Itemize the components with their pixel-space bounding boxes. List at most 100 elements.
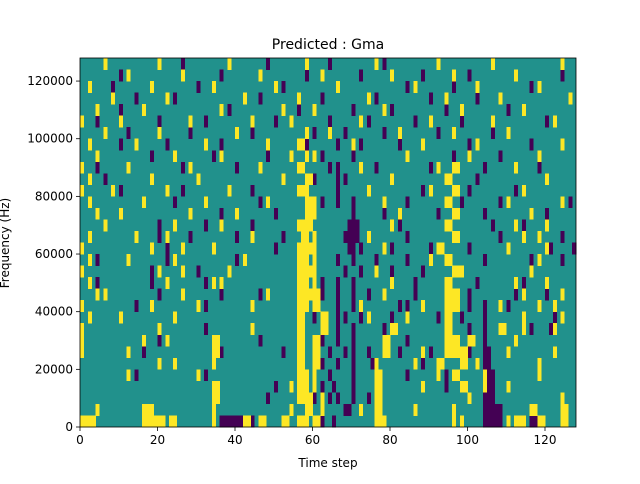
heatmap-cell-low <box>149 150 154 163</box>
heatmap-cell-low <box>483 300 488 312</box>
heatmap-cell-low <box>328 115 333 128</box>
heatmap-cell-high <box>397 127 402 140</box>
heatmap-cell-low <box>382 207 387 220</box>
heatmap-cell-low <box>134 369 139 382</box>
heatmap-cell-low <box>227 104 232 116</box>
heatmap-cell-high <box>428 184 433 197</box>
heatmap-cell-high <box>196 173 201 186</box>
heatmap-cell-low <box>273 380 278 393</box>
heatmap-cell-high <box>467 392 472 405</box>
heatmap-cell-low <box>548 323 554 336</box>
heatmap-cell-high <box>413 81 418 93</box>
heatmap-cell-high <box>560 403 565 416</box>
heatmap-cell-high <box>173 150 178 163</box>
heatmap-cell-high <box>118 115 123 128</box>
y-tick-label: 0 <box>65 420 73 434</box>
heatmap-cell-high <box>382 104 387 116</box>
heatmap-cell-low <box>281 346 286 359</box>
heatmap-cell-high <box>545 173 550 186</box>
heatmap-cell-high <box>386 346 391 359</box>
heatmap-cell-high <box>246 415 251 428</box>
heatmap-cell-high <box>304 392 309 405</box>
heatmap-cell-high <box>374 392 379 405</box>
heatmap-cell-high <box>103 288 108 301</box>
heatmap-cell-high <box>300 277 306 289</box>
heatmap-cell-low <box>320 92 325 105</box>
heatmap-cell-low <box>335 323 340 336</box>
chart-title: Predicted : Gma <box>272 37 384 53</box>
heatmap-cell-high <box>459 357 464 370</box>
heatmap-cell-high <box>448 346 453 359</box>
heatmap-cell-low <box>343 311 348 324</box>
heatmap-cell-high <box>250 115 255 128</box>
heatmap-cell-low <box>498 415 503 428</box>
heatmap-cell-high <box>308 207 313 220</box>
heatmap-cell-low <box>359 311 364 324</box>
heatmap-cell-low <box>486 392 492 405</box>
heatmap-cell-low <box>552 311 557 324</box>
heatmap-cell-high <box>475 357 480 370</box>
heatmap-cell-high <box>452 415 457 428</box>
heatmap-cell-low <box>266 150 271 163</box>
heatmap-cell-low <box>498 230 503 243</box>
heatmap-cell-low <box>545 115 550 128</box>
heatmap-cell-low <box>180 58 185 70</box>
heatmap-cell-low <box>320 196 325 209</box>
heatmap-cell-high <box>126 69 131 82</box>
heatmap-cell-high <box>297 323 302 336</box>
heatmap-cell-low <box>413 288 418 301</box>
heatmap-cell-high <box>250 323 255 336</box>
heatmap-cell-low <box>157 230 162 243</box>
heatmap-cell-high <box>483 369 488 382</box>
heatmap-cell-high <box>390 323 395 336</box>
heatmap-cell-high <box>312 104 317 116</box>
heatmap-cell-high <box>316 334 321 347</box>
heatmap-cell-low <box>483 334 488 347</box>
heatmap-cell-high <box>506 415 511 428</box>
heatmap-cell-low <box>312 173 317 186</box>
heatmap-cell-high <box>95 207 100 220</box>
heatmap-cell-low <box>95 161 100 174</box>
heatmap-cell-high <box>215 346 220 359</box>
heatmap-cell-high <box>289 403 294 416</box>
heatmap-cell-high <box>304 242 309 255</box>
heatmap-cell-low <box>343 346 348 359</box>
heatmap-cell-high <box>211 277 216 289</box>
heatmap-cell-high <box>188 161 193 174</box>
heatmap-cell-low <box>320 357 325 370</box>
heatmap-cell-high <box>304 196 309 209</box>
heatmap-cell-high <box>378 392 383 405</box>
heatmap-cell-high <box>316 415 321 428</box>
heatmap-cell-high <box>297 288 302 301</box>
heatmap-cell-low <box>421 265 426 278</box>
heatmap-cell-high <box>300 138 306 151</box>
heatmap-cell-high <box>173 219 178 232</box>
heatmap-cell-high <box>440 357 445 370</box>
heatmap-cell-low <box>397 346 402 359</box>
heatmap-cell-low <box>486 380 492 393</box>
heatmap-cell-high <box>250 230 255 243</box>
heatmap-cell-high <box>374 265 379 278</box>
heatmap-cell-low <box>312 127 317 140</box>
x-tick-label: 80 <box>382 433 397 447</box>
heatmap-cell-high <box>312 242 317 255</box>
heatmap-cell-low <box>382 127 387 140</box>
heatmap-cell-high <box>448 288 453 301</box>
heatmap-cell-low <box>142 346 147 359</box>
heatmap-cell-high <box>215 380 220 393</box>
heatmap-cell-high <box>467 334 472 347</box>
heatmap-cell-low <box>514 288 519 301</box>
heatmap-cell-high <box>533 403 538 416</box>
heatmap-cell-high <box>463 380 468 393</box>
heatmap-cell-high <box>471 334 476 347</box>
heatmap-cell-low <box>467 300 472 312</box>
heatmap-cell-high <box>312 207 317 220</box>
heatmap-cell-high <box>421 138 426 151</box>
heatmap-cell-high <box>312 334 317 347</box>
heatmap-cell-high <box>149 403 154 416</box>
heatmap-cell-high <box>397 207 402 220</box>
heatmap-cell-low <box>483 415 488 428</box>
heatmap-cell-high <box>312 265 317 278</box>
heatmap-cell-high <box>455 161 461 174</box>
